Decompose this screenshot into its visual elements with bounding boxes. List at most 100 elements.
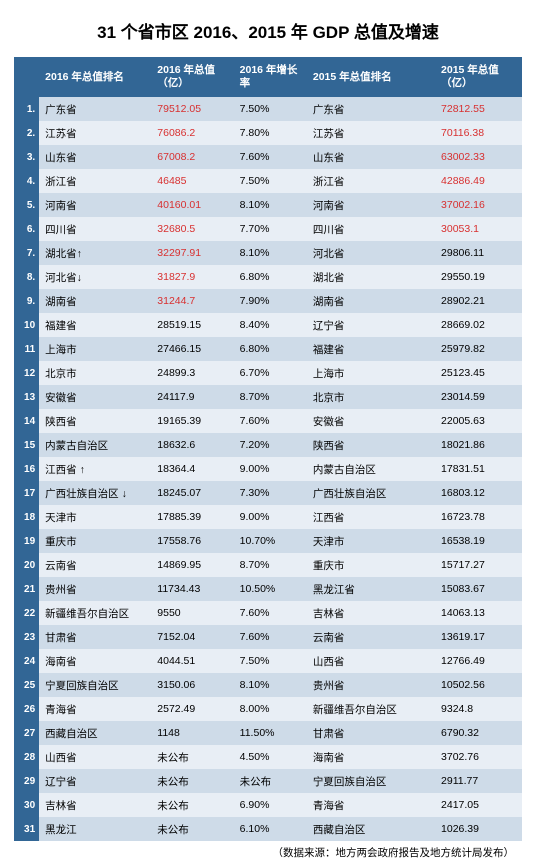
table-row: 26青海省2572.498.00%新疆维吾尔自治区9324.8 [14, 697, 522, 721]
cell-2015-value: 28669.02 [435, 313, 522, 337]
cell-2015-rank: 浙江省 [307, 169, 435, 193]
cell-2016-rank: 云南省 [39, 553, 151, 577]
cell-2015-value: 13619.17 [435, 625, 522, 649]
table-row: 27西藏自治区114811.50%甘肃省6790.32 [14, 721, 522, 745]
cell-2016-value: 17885.39 [151, 505, 233, 529]
row-index: 5. [14, 193, 39, 217]
table-row: 22新疆维吾尔自治区95507.60%吉林省14063.13 [14, 601, 522, 625]
cell-2015-rank: 河南省 [307, 193, 435, 217]
cell-2015-rank: 吉林省 [307, 601, 435, 625]
table-header-row: 2016 年总值排名 2016 年总值（亿） 2016 年增长率 2015 年总… [14, 57, 522, 97]
cell-2016-value: 18364.4 [151, 457, 233, 481]
cell-2016-rate: 7.80% [234, 121, 307, 145]
cell-2016-rank: 宁夏回族自治区 [39, 673, 151, 697]
cell-2016-value: 24899.3 [151, 361, 233, 385]
cell-2016-value: 7152.04 [151, 625, 233, 649]
cell-2016-rate: 7.60% [234, 601, 307, 625]
row-index: 21 [14, 577, 39, 601]
cell-2015-rank: 西藏自治区 [307, 817, 435, 841]
cell-2016-value: 28519.15 [151, 313, 233, 337]
table-row: 3.山东省67008.27.60%山东省63002.33 [14, 145, 522, 169]
cell-2015-value: 30053.1 [435, 217, 522, 241]
cell-2015-rank: 宁夏回族自治区 [307, 769, 435, 793]
cell-2015-value: 72812.55 [435, 97, 522, 121]
cell-2015-value: 29806.11 [435, 241, 522, 265]
cell-2015-rank: 黑龙江省 [307, 577, 435, 601]
cell-2016-rate: 8.10% [234, 673, 307, 697]
table-row: 15内蒙古自治区18632.67.20%陕西省18021.86 [14, 433, 522, 457]
cell-2016-rate: 8.70% [234, 553, 307, 577]
row-index: 31 [14, 817, 39, 841]
row-index: 26 [14, 697, 39, 721]
cell-2016-value: 24117.9 [151, 385, 233, 409]
row-index: 9. [14, 289, 39, 313]
cell-2015-value: 9324.8 [435, 697, 522, 721]
cell-2015-rank: 湖南省 [307, 289, 435, 313]
table-row: 14陕西省19165.397.60%安徽省22005.63 [14, 409, 522, 433]
table-row: 20云南省14869.958.70%重庆市15717.27 [14, 553, 522, 577]
cell-2016-value: 17558.76 [151, 529, 233, 553]
cell-2015-value: 3702.76 [435, 745, 522, 769]
cell-2015-value: 16803.12 [435, 481, 522, 505]
cell-2016-value: 76086.2 [151, 121, 233, 145]
cell-2016-rate: 7.20% [234, 433, 307, 457]
row-index: 2. [14, 121, 39, 145]
cell-2016-rank: 陕西省 [39, 409, 151, 433]
cell-2016-rank: 四川省 [39, 217, 151, 241]
cell-2015-value: 16538.19 [435, 529, 522, 553]
cell-2016-value: 14869.95 [151, 553, 233, 577]
table-row: 30吉林省未公布6.90%青海省2417.05 [14, 793, 522, 817]
cell-2015-rank: 广西壮族自治区 [307, 481, 435, 505]
cell-2016-rate: 未公布 [234, 769, 307, 793]
table-row: 17广西壮族自治区 ↓18245.077.30%广西壮族自治区16803.12 [14, 481, 522, 505]
row-index: 3. [14, 145, 39, 169]
cell-2015-rank: 广东省 [307, 97, 435, 121]
cell-2016-rank: 贵州省 [39, 577, 151, 601]
cell-2016-value: 2572.49 [151, 697, 233, 721]
cell-2016-rank: 天津市 [39, 505, 151, 529]
gdp-table: 2016 年总值排名 2016 年总值（亿） 2016 年增长率 2015 年总… [14, 57, 522, 841]
cell-2016-rank: 内蒙古自治区 [39, 433, 151, 457]
cell-2015-rank: 内蒙古自治区 [307, 457, 435, 481]
cell-2016-rank: 河南省 [39, 193, 151, 217]
cell-2016-rate: 10.50% [234, 577, 307, 601]
cell-2016-rate: 8.10% [234, 241, 307, 265]
table-row: 29辽宁省未公布未公布宁夏回族自治区2911.77 [14, 769, 522, 793]
cell-2016-rank: 广东省 [39, 97, 151, 121]
cell-2016-rank: 吉林省 [39, 793, 151, 817]
cell-2015-rank: 贵州省 [307, 673, 435, 697]
cell-2016-value: 未公布 [151, 745, 233, 769]
row-index: 22 [14, 601, 39, 625]
cell-2015-value: 15083.67 [435, 577, 522, 601]
cell-2016-rate: 7.60% [234, 145, 307, 169]
cell-2016-rank: 上海市 [39, 337, 151, 361]
cell-2016-rank: 辽宁省 [39, 769, 151, 793]
cell-2015-rank: 青海省 [307, 793, 435, 817]
cell-2016-rank: 甘肃省 [39, 625, 151, 649]
row-index: 15 [14, 433, 39, 457]
cell-2016-value: 未公布 [151, 793, 233, 817]
table-row: 10福建省28519.158.40%辽宁省28669.02 [14, 313, 522, 337]
cell-2016-value: 18632.6 [151, 433, 233, 457]
row-index: 24 [14, 649, 39, 673]
cell-2016-rank: 黑龙江 [39, 817, 151, 841]
cell-2016-value: 4044.51 [151, 649, 233, 673]
cell-2016-rate: 8.00% [234, 697, 307, 721]
cell-2015-rank: 江苏省 [307, 121, 435, 145]
cell-2016-rate: 8.10% [234, 193, 307, 217]
cell-2016-rate: 10.70% [234, 529, 307, 553]
cell-2015-value: 1026.39 [435, 817, 522, 841]
cell-2016-rank: 湖北省↑ [39, 241, 151, 265]
cell-2016-rank: 重庆市 [39, 529, 151, 553]
table-row: 9.湖南省31244.77.90%湖南省28902.21 [14, 289, 522, 313]
cell-2016-value: 未公布 [151, 769, 233, 793]
table-row: 2.江苏省76086.27.80%江苏省70116.38 [14, 121, 522, 145]
cell-2016-rate: 9.00% [234, 505, 307, 529]
cell-2015-rank: 湖北省 [307, 265, 435, 289]
cell-2015-rank: 云南省 [307, 625, 435, 649]
cell-2016-value: 32297.91 [151, 241, 233, 265]
cell-2015-value: 37002.16 [435, 193, 522, 217]
cell-2016-rank: 湖南省 [39, 289, 151, 313]
cell-2016-rate: 6.80% [234, 265, 307, 289]
table-row: 5.河南省40160.018.10%河南省37002.16 [14, 193, 522, 217]
